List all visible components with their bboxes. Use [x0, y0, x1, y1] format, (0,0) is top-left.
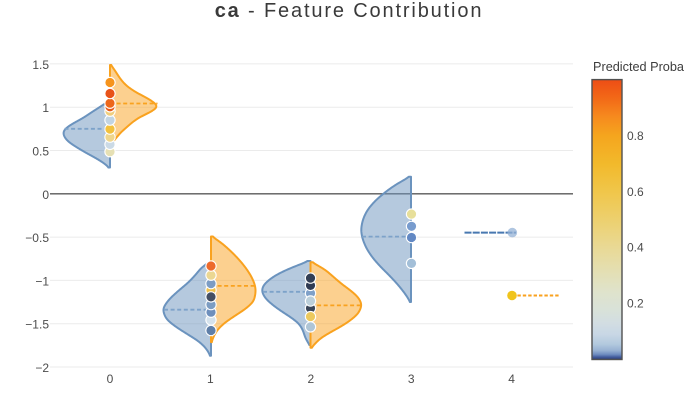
svg-text:0: 0 — [107, 372, 114, 386]
svg-text:0.4: 0.4 — [627, 241, 644, 255]
svg-text:−2: −2 — [35, 361, 49, 375]
svg-text:1.5: 1.5 — [32, 58, 49, 72]
svg-text:0.5: 0.5 — [32, 145, 49, 159]
svg-text:0.8: 0.8 — [627, 129, 644, 143]
svg-text:2: 2 — [307, 372, 314, 386]
svg-text:−0.5: −0.5 — [25, 231, 49, 245]
svg-text:1: 1 — [207, 372, 214, 386]
svg-text:4: 4 — [508, 372, 515, 386]
svg-text:3: 3 — [408, 372, 415, 386]
svg-text:0.6: 0.6 — [627, 185, 644, 199]
svg-text:0: 0 — [42, 188, 49, 202]
svg-text:1: 1 — [42, 101, 49, 115]
svg-text:−1: −1 — [35, 274, 49, 288]
svg-text:ca - Feature Contribution: ca - Feature Contribution — [215, 0, 484, 22]
svg-text:0.2: 0.2 — [627, 297, 644, 311]
svg-text:Predicted Proba: Predicted Proba — [593, 60, 685, 74]
svg-text:−1.5: −1.5 — [25, 318, 49, 332]
